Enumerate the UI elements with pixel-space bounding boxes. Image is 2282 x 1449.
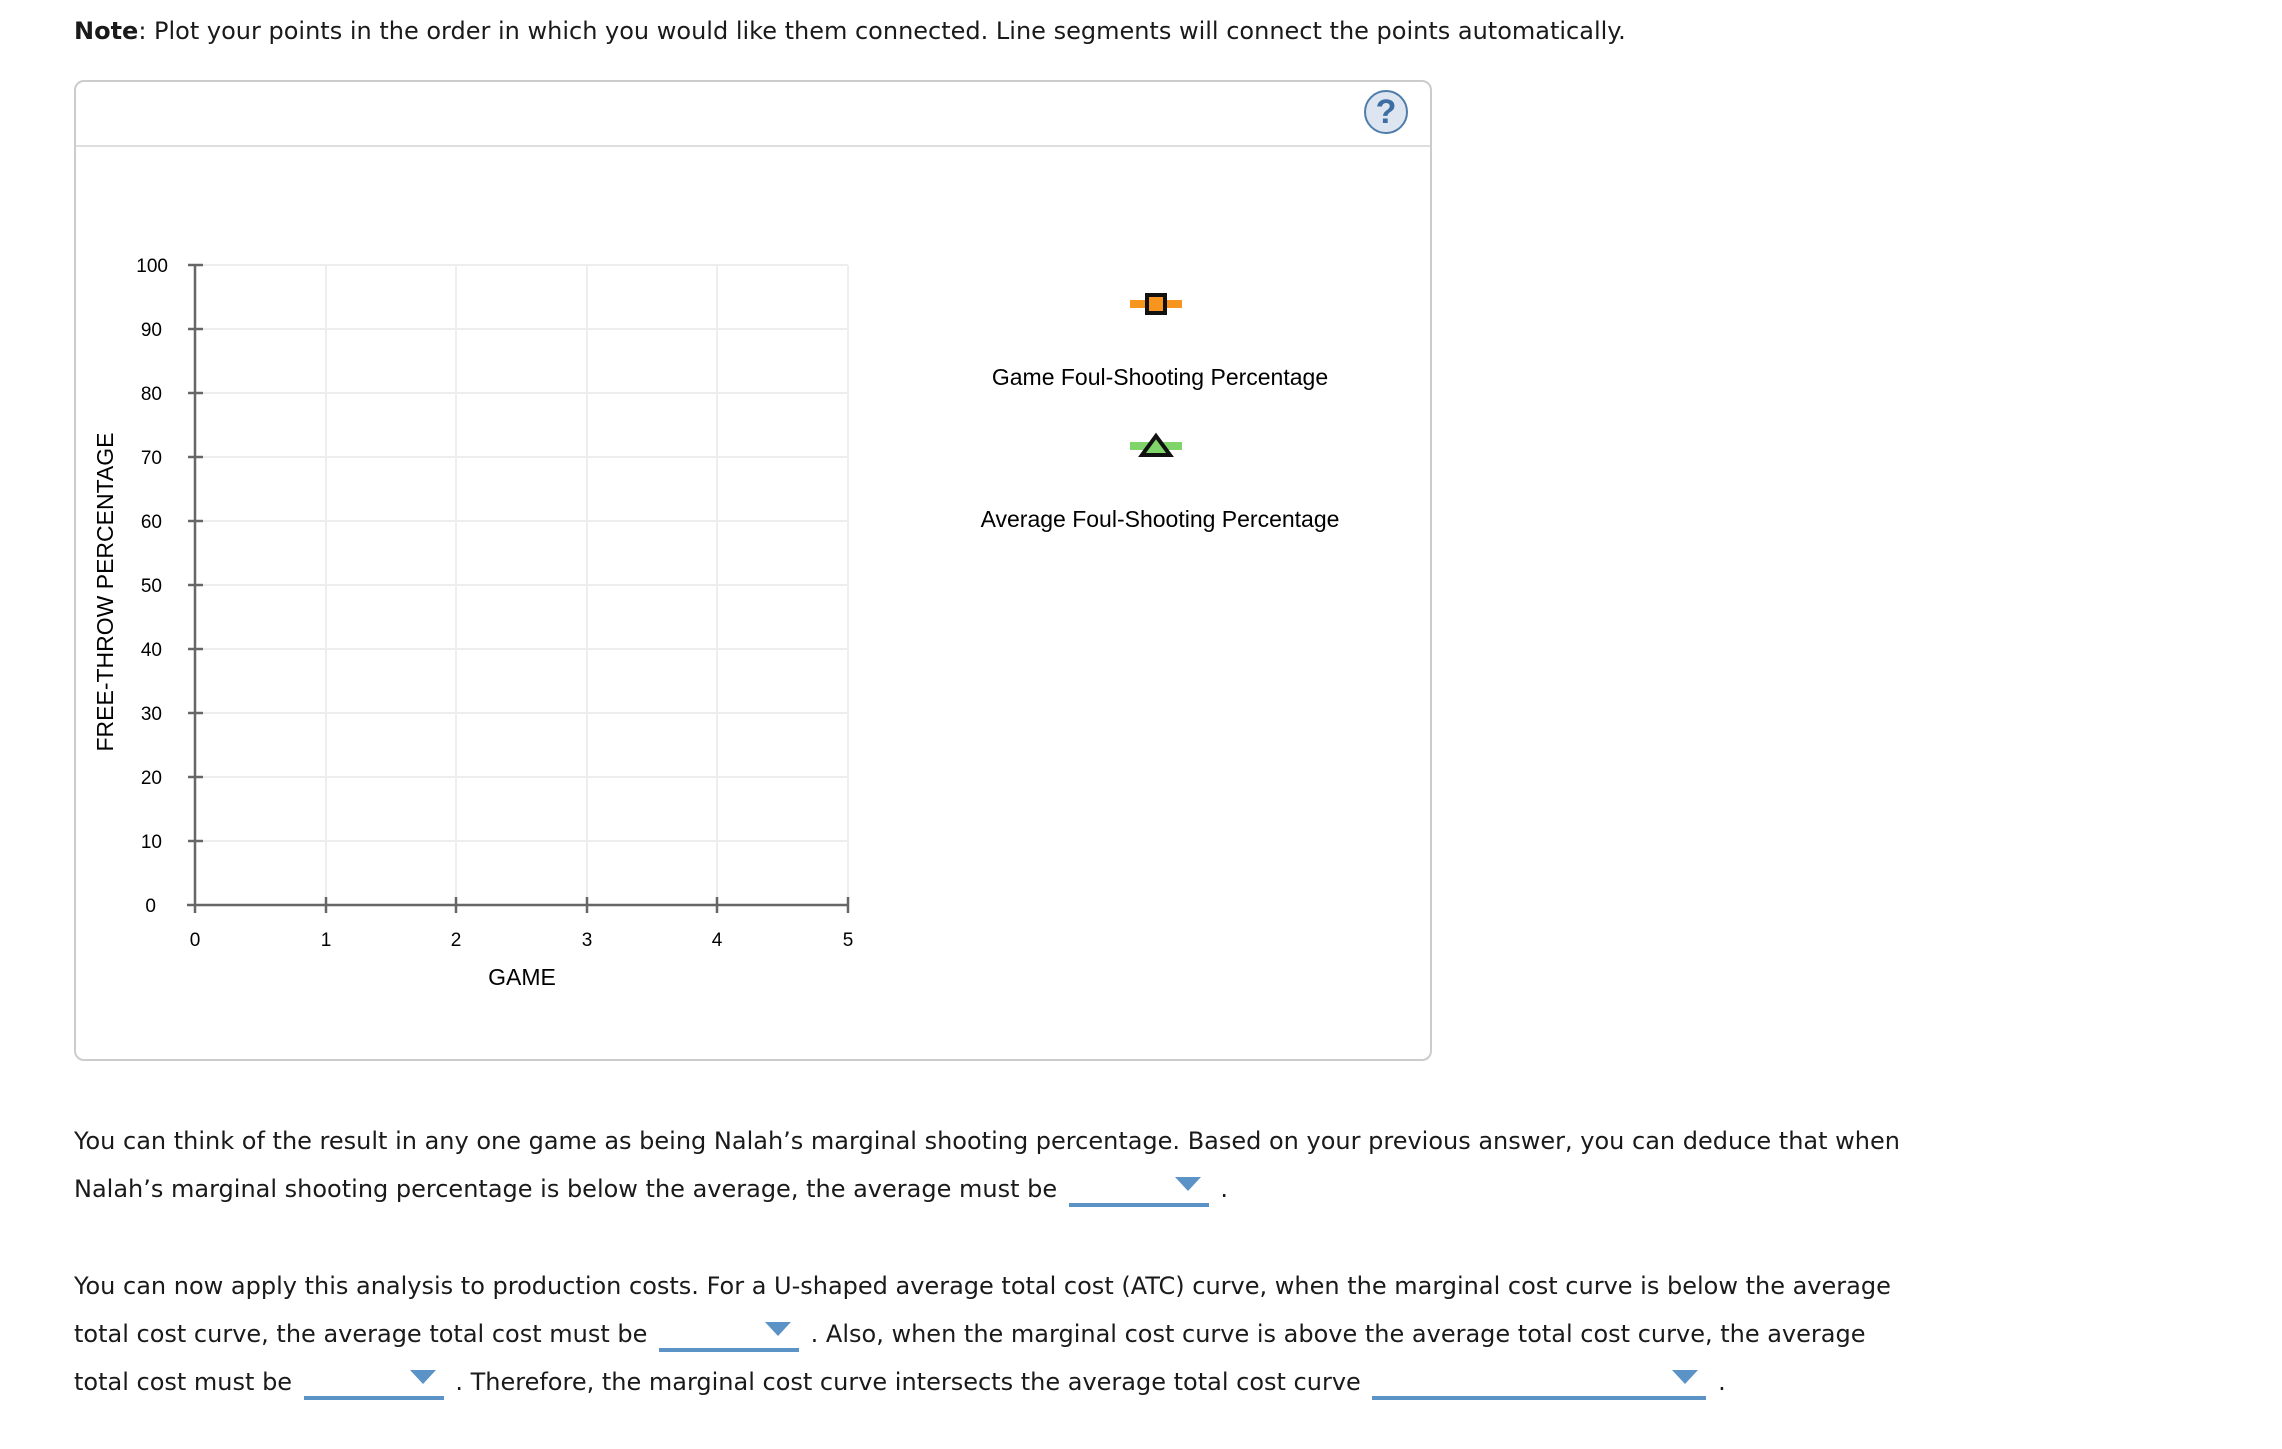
- legend-average-label: Average Foul-Shooting Percentage: [981, 506, 1340, 532]
- x-tick: 2: [451, 930, 462, 951]
- x-axis-label: GAME: [488, 964, 556, 990]
- paragraph2-line2-text: total cost curve, the average total cost…: [74, 1320, 648, 1348]
- paragraph2-period: .: [1718, 1368, 1726, 1396]
- dropdown-intersection-point[interactable]: [1372, 1366, 1707, 1400]
- dropdown-atc-below[interactable]: [659, 1318, 800, 1352]
- y-tick: 60: [141, 512, 162, 533]
- y-tick: 0: [145, 896, 156, 917]
- y-tick: 90: [141, 320, 162, 341]
- paragraph2-line2: total cost curve, the average total cost…: [74, 1310, 1934, 1358]
- paragraph-production-costs: You can now apply this analysis to produ…: [74, 1262, 1934, 1406]
- paragraph2-line2-rest: . Also, when the marginal cost curve is …: [810, 1320, 1866, 1348]
- x-tick: 1: [321, 930, 332, 951]
- x-tick-labels: 0 1 2 3 4 5: [190, 930, 854, 951]
- x-tick: 4: [712, 930, 723, 951]
- legend-game-tool[interactable]: [1130, 293, 1182, 315]
- note-text: : Plot your points in the order in which…: [138, 17, 1626, 45]
- dropdown-arrow-icon: [1174, 1177, 1201, 1191]
- paragraph-marginal-shooting: You can think of the result in any one g…: [74, 1117, 1934, 1213]
- y-tick: 40: [141, 640, 162, 661]
- y-tick: 30: [141, 704, 162, 725]
- dropdown-atc-above[interactable]: [303, 1366, 444, 1400]
- legend-game-label: Game Foul-Shooting Percentage: [992, 364, 1328, 390]
- square-marker-icon: [1145, 293, 1167, 315]
- y-tick: 50: [141, 576, 162, 597]
- paragraph1-line1: You can think of the result in any one g…: [74, 1127, 1900, 1155]
- paragraph1-line2-text: Nalah’s marginal shooting percentage is …: [74, 1175, 1058, 1203]
- paragraph1-period: .: [1220, 1175, 1229, 1203]
- dropdown-arrow-icon: [765, 1322, 792, 1336]
- y-tick: 20: [141, 768, 162, 789]
- paragraph2-line3: total cost must be . Therefore, the marg…: [74, 1358, 1934, 1406]
- panel-header: ?: [76, 82, 1430, 147]
- graph-canvas[interactable]: 100 90 80 70 60 50 40 30 20 10 0 0 1 2 3…: [0, 0, 2282, 1100]
- axes: [187, 263, 850, 913]
- note-label: Note: [74, 17, 139, 45]
- x-tick: 3: [582, 930, 593, 951]
- triangle-marker-icon: [1138, 432, 1174, 457]
- y-tick: 10: [141, 832, 162, 853]
- paragraph1-line2: Nalah’s marginal shooting percentage is …: [74, 1165, 1934, 1213]
- y-tick-labels: 100 90 80 70 60 50 40 30 20 10 0: [136, 256, 168, 917]
- y-tick: 100: [136, 256, 168, 277]
- y-tick: 70: [141, 448, 162, 469]
- graph-panel: ?: [74, 80, 1432, 1061]
- gridlines: [195, 264, 849, 905]
- x-tick: 0: [190, 930, 201, 951]
- y-tick: 80: [141, 384, 162, 405]
- question-mark-icon: ?: [1375, 93, 1397, 131]
- help-button[interactable]: ?: [1364, 90, 1408, 134]
- paragraph2-line1: You can now apply this analysis to produ…: [74, 1272, 1891, 1300]
- legend-average-tool[interactable]: [1130, 432, 1182, 457]
- dropdown-average-direction[interactable]: [1068, 1173, 1209, 1207]
- y-axis-label: FREE-THROW PERCENTAGE: [92, 432, 118, 751]
- dropdown-arrow-icon: [1672, 1370, 1699, 1384]
- instruction-note: Note: Plot your points in the order in w…: [74, 14, 1626, 48]
- x-tick: 5: [843, 930, 854, 951]
- paragraph2-line3-text: total cost must be: [74, 1368, 293, 1396]
- paragraph2-line3-middle: . Therefore, the marginal cost curve int…: [455, 1368, 1361, 1396]
- dropdown-arrow-icon: [409, 1370, 436, 1384]
